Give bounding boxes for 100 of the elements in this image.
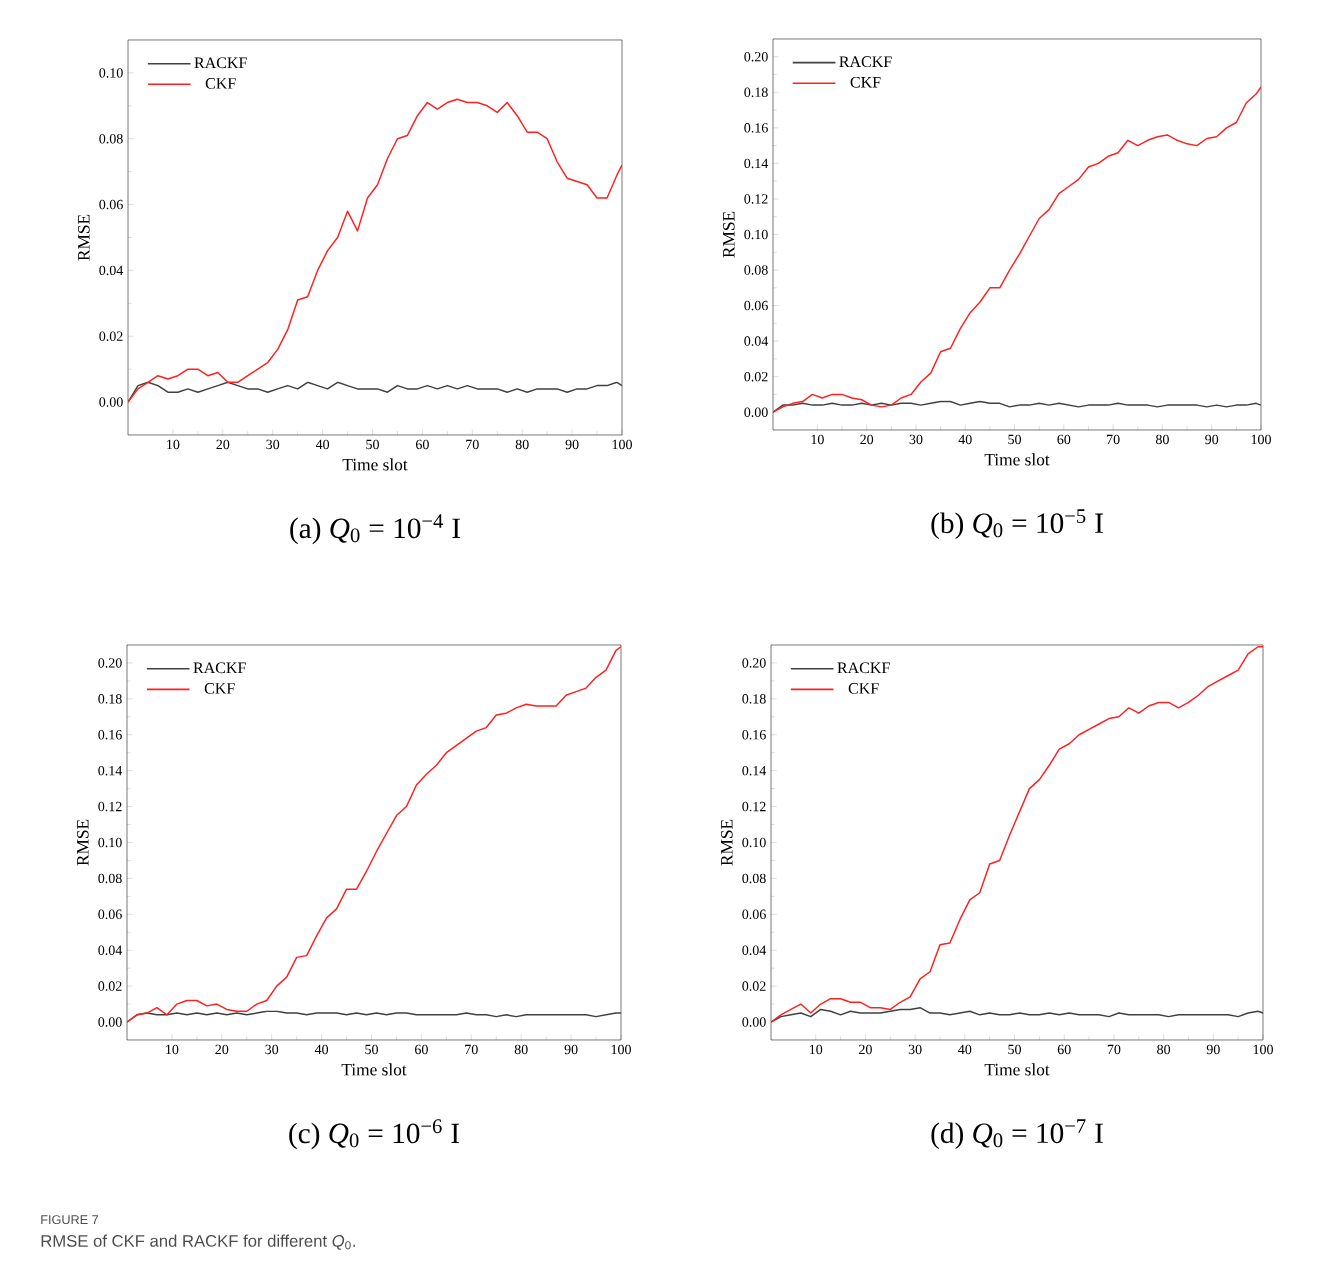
x-tick-label: 30	[909, 434, 923, 445]
x-tick-label: 100	[611, 1044, 631, 1055]
y-tick-label: 0.10	[744, 229, 768, 240]
x-tick-label: 30	[908, 1044, 922, 1055]
text: (b) Q$_{0}$ = 10$^{−5}$ I	[931, 509, 1103, 540]
x-tick-label: 100	[1253, 1044, 1273, 1055]
y-tick-label: 0.00	[98, 1017, 122, 1027]
y-tick-label: 0.06	[744, 300, 768, 311]
x-tick-label: 80	[1155, 434, 1169, 445]
y-tick-label: 0.16	[742, 730, 766, 740]
x-tick-label: 50	[1008, 1044, 1021, 1055]
y-tick-label: 0.04	[744, 336, 769, 346]
x-tick-label: 50	[1008, 434, 1021, 445]
x-tick-label: 20	[859, 1044, 872, 1055]
y-tick-label: 0.10	[99, 68, 123, 78]
x-tick-label: 10	[166, 1044, 179, 1055]
legend-label: CKF	[850, 76, 881, 88]
legend-label: RACKF	[837, 662, 890, 674]
text: RMSE of CKF and RACKF for different Q$_{0}$.	[41, 1234, 355, 1250]
caption: FIGURE 7	[41, 1215, 99, 1225]
y-tick-label: 0.10	[98, 837, 122, 848]
y-tick-label: 0.08	[744, 265, 768, 275]
y-tick-label: 0.02	[742, 981, 766, 991]
x-tick-label: 10	[811, 434, 824, 445]
legend-label: RACKF	[193, 662, 246, 674]
x-tick-label: 50	[366, 439, 379, 450]
y-tick-label: 0.12	[98, 801, 122, 812]
x-tick-label: 30	[266, 439, 280, 450]
y-tick-label: 0.06	[742, 909, 766, 920]
text: (d) Q$_{0}$ = 10$^{−7}$ I	[931, 1119, 1103, 1150]
text: (c) Q$_{0}$ = 10$^{−6}$ I	[289, 1119, 460, 1150]
x-tick-label: 20	[860, 434, 874, 445]
y-tick-label: 0.06	[99, 199, 123, 210]
y-axis-title: RMSE	[76, 819, 89, 866]
y-tick-label: 0.10	[742, 837, 766, 848]
legend-label: RACKF	[839, 56, 892, 68]
y-tick-label: 0.02	[99, 331, 123, 341]
y-tick-label: 0.04	[99, 265, 124, 276]
x-tick-label: 60	[1057, 434, 1071, 445]
y-tick-label: 0.18	[744, 87, 768, 98]
text: (a) Q$_{0}$ = 10$^{−4}$ I	[290, 514, 461, 545]
y-tick-label: 0.14	[742, 765, 767, 776]
y-tick-label: 0.04	[742, 945, 767, 955]
y-tick-label: 0.14	[98, 765, 123, 776]
x-tick-label: 90	[565, 439, 579, 450]
y-tick-label: 0.04	[98, 945, 123, 955]
y-tick-label: 0.14	[744, 158, 769, 169]
legend-label: RACKF	[194, 57, 247, 69]
y-tick-label: 0.00	[99, 397, 123, 407]
x-tick-label: 40	[958, 1044, 972, 1055]
x-tick-label: 80	[515, 439, 529, 450]
x-tick-label: 60	[416, 439, 429, 450]
y-tick-label: 0.00	[742, 1017, 766, 1027]
x-tick-label: 50	[365, 1044, 378, 1055]
x-tick-label: 90	[1206, 1044, 1220, 1055]
y-axis-title: RMSE	[722, 211, 735, 258]
y-tick-label: 0.20	[98, 658, 122, 668]
x-tick-label: 70	[465, 1044, 478, 1055]
y-tick-label: 0.12	[744, 194, 768, 204]
y-tick-label: 0.02	[744, 371, 768, 382]
y-tick-label: 0.06	[98, 909, 122, 920]
y-tick-label: 0.02	[98, 981, 122, 991]
y-axis-title: RMSE	[77, 214, 90, 261]
x-tick-label: 80	[514, 1044, 528, 1055]
legend-label: CKF	[848, 683, 879, 694]
x-tick-label: 80	[1157, 1044, 1171, 1055]
y-tick-label: 0.16	[744, 123, 768, 133]
x-tick-label: 60	[1057, 1044, 1071, 1055]
y-tick-label: 0.18	[742, 694, 766, 704]
x-tick-label: 10	[809, 1044, 823, 1055]
legend-label: CKF	[205, 78, 236, 89]
y-tick-label: 0.16	[98, 730, 122, 740]
y-tick-label: 0.20	[742, 658, 766, 668]
x-tick-label: 100	[612, 439, 632, 450]
y-tick-label: 0.08	[99, 133, 123, 144]
y-tick-label: 0.20	[744, 52, 768, 62]
x-tick-label: 90	[1205, 434, 1219, 445]
legend-label: CKF	[204, 683, 235, 694]
y-tick-label: 0.00	[744, 407, 768, 417]
y-tick-label: 0.08	[742, 873, 766, 884]
x-tick-label: 70	[1107, 1044, 1121, 1055]
y-tick-label: 0.12	[742, 801, 766, 812]
x-tick-label: 70	[1107, 434, 1120, 445]
y-tick-label: 0.18	[98, 694, 122, 704]
x-tick-label: 90	[564, 1044, 578, 1055]
x-tick-label: 40	[315, 439, 330, 450]
x-tick-label: 40	[314, 1044, 329, 1055]
y-tick-label: 0.08	[98, 873, 122, 884]
x-axis-title: Time slot	[984, 453, 1050, 466]
x-axis-title: Time slot	[341, 1063, 407, 1076]
x-tick-label: 70	[466, 439, 479, 450]
x-tick-label: 40	[958, 434, 972, 445]
x-tick-label: 60	[415, 1044, 428, 1055]
x-tick-label: 10	[167, 439, 180, 450]
x-tick-label: 20	[216, 439, 230, 450]
x-tick-label: 30	[265, 1044, 279, 1055]
x-tick-label: 100	[1251, 434, 1271, 445]
y-axis-title: RMSE	[721, 819, 733, 866]
line-series	[773, 86, 1262, 413]
x-axis-title: Time slot	[984, 1063, 1050, 1076]
